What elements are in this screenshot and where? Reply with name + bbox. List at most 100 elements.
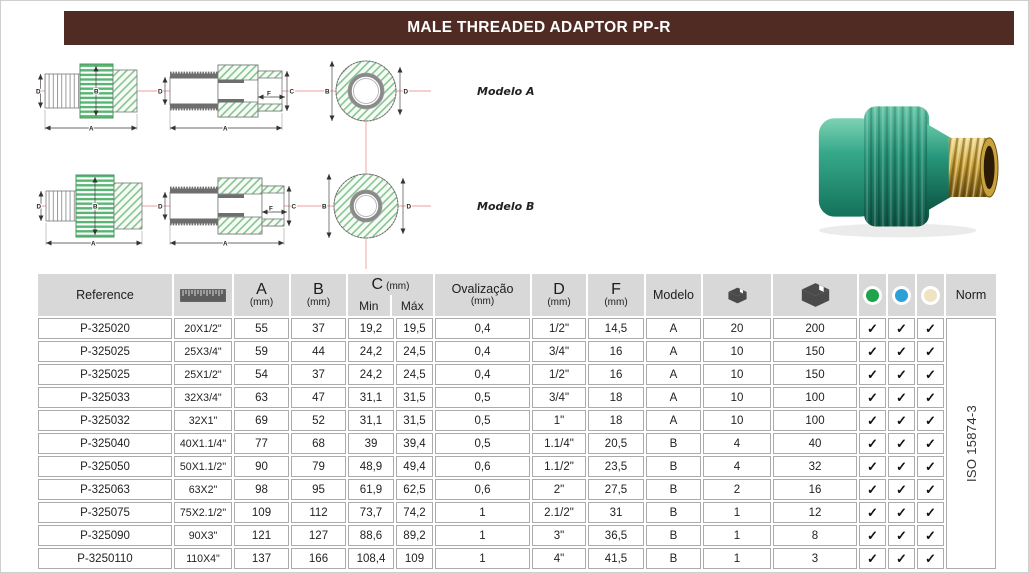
col-header-a: A (mm) [234, 274, 289, 316]
cell-a-mm: 90 [234, 456, 289, 477]
cell-qty-box: 1 [703, 502, 771, 523]
cell-size: 63X2" [174, 479, 232, 500]
cell-d-mm: 1" [532, 410, 586, 431]
cell-c-max: 31,5 [396, 410, 433, 431]
cell-d-mm: 3" [532, 525, 586, 546]
cell-check-cream: ✓ [917, 341, 944, 362]
cell-check-cream: ✓ [917, 456, 944, 477]
cell-b-mm: 37 [291, 318, 346, 339]
cell-size: 25X3/4" [174, 341, 232, 362]
cell-c-min: 31,1 [348, 387, 394, 408]
cell-qty-carton: 12 [773, 502, 857, 523]
cell-check-blue: ✓ [888, 318, 915, 339]
dim-label-b: B [325, 89, 330, 96]
cell-size: 25X1/2" [174, 364, 232, 385]
cell-c-max: 39,4 [396, 433, 433, 454]
cell-reference: P-325050 [38, 456, 172, 477]
cell-c-min: 73,7 [348, 502, 394, 523]
cell-check-green: ✓ [859, 525, 886, 546]
cell-ovalizacao: 0,4 [435, 364, 530, 385]
color-dot-green-icon [866, 288, 879, 302]
cell-f-mm: 14,5 [588, 318, 644, 339]
cell-check-green: ✓ [859, 456, 886, 477]
col-header-modelo-label: Modelo [653, 288, 694, 302]
cell-check-cream: ✓ [917, 548, 944, 569]
cell-d-mm: 1.1/2" [532, 456, 586, 477]
cell-a-mm: 69 [234, 410, 289, 431]
cell-check-blue: ✓ [888, 433, 915, 454]
cell-ovalizacao: 0,5 [435, 387, 530, 408]
model-b-section-view: D C F A [157, 177, 298, 248]
cell-check-cream: ✓ [917, 433, 944, 454]
cell-modelo: A [646, 318, 701, 339]
cell-check-blue: ✓ [888, 502, 915, 523]
col-header-b: B (mm) [291, 274, 346, 316]
cell-qty-box: 10 [703, 341, 771, 362]
cell-b-mm: 47 [291, 387, 346, 408]
cell-size: 75X2.1/2" [174, 502, 232, 523]
col-header-d-letter: D [553, 281, 565, 298]
cell-f-mm: 23,5 [588, 456, 644, 477]
cell-size: 32X1" [174, 410, 232, 431]
model-a-front-view: B D [324, 60, 410, 122]
cell-c-max: 49,4 [396, 456, 433, 477]
cell-reference: P-325032 [38, 410, 172, 431]
dim-label-a: A [223, 240, 228, 247]
norm-value-cell: ISO 15874-3 [946, 318, 996, 569]
cell-f-mm: 31 [588, 502, 644, 523]
col-header-c-max: Máx [389, 295, 434, 316]
cell-d-mm: 3/4" [532, 341, 586, 362]
cell-qty-box: 20 [703, 318, 771, 339]
cell-qty-carton: 3 [773, 548, 857, 569]
cell-ovalizacao: 1 [435, 548, 530, 569]
cell-check-blue: ✓ [888, 410, 915, 431]
cell-modelo: A [646, 341, 701, 362]
title-bar: MALE THREADED ADAPTOR PP-R [64, 11, 1014, 45]
cell-ovalizacao: 0,4 [435, 341, 530, 362]
col-header-b-unit: (mm) [306, 297, 331, 308]
cell-modelo: B [646, 456, 701, 477]
cell-f-mm: 16 [588, 364, 644, 385]
col-header-c: C (mm) Min Máx [348, 274, 433, 316]
col-header-f-letter: F [611, 281, 621, 298]
cell-reference: P-325020 [38, 318, 172, 339]
cell-check-cream: ✓ [917, 318, 944, 339]
cell-size: 50X1.1/2" [174, 456, 232, 477]
spec-table: Reference A (mm) B (mm) [38, 274, 996, 569]
cell-a-mm: 121 [234, 525, 289, 546]
cell-f-mm: 16 [588, 341, 644, 362]
product-photo [818, 106, 999, 238]
col-header-d: D (mm) [532, 274, 586, 316]
dim-label-a: A [223, 125, 228, 132]
cell-check-cream: ✓ [917, 387, 944, 408]
cell-d-mm: 2" [532, 479, 586, 500]
cell-a-mm: 77 [234, 433, 289, 454]
dim-label-d: D [158, 204, 163, 211]
cell-f-mm: 18 [588, 387, 644, 408]
cell-reference: P-325040 [38, 433, 172, 454]
cell-c-max: 62,5 [396, 479, 433, 500]
col-header-color-green [859, 274, 886, 316]
col-header-norm-label: Norm [955, 288, 987, 302]
cell-reference: P-325033 [38, 387, 172, 408]
cell-size: 20X1/2" [174, 318, 232, 339]
cell-check-green: ✓ [859, 548, 886, 569]
cell-ovalizacao: 0,6 [435, 456, 530, 477]
cell-qty-carton: 8 [773, 525, 857, 546]
cell-qty-box: 10 [703, 410, 771, 431]
cell-d-mm: 4" [532, 548, 586, 569]
cell-size: 110X4" [174, 548, 232, 569]
dim-label-c: C [290, 89, 295, 96]
box-carton-icon [801, 283, 829, 307]
cell-modelo: A [646, 410, 701, 431]
cell-c-min: 48,9 [348, 456, 394, 477]
cell-d-mm: 1/2" [532, 364, 586, 385]
cell-modelo: B [646, 548, 701, 569]
cell-reference: P-325025 [38, 364, 172, 385]
cell-qty-carton: 150 [773, 341, 857, 362]
ruler-icon [180, 288, 226, 302]
cell-f-mm: 20,5 [588, 433, 644, 454]
cell-check-blue: ✓ [888, 364, 915, 385]
cell-qty-carton: 100 [773, 410, 857, 431]
cell-a-mm: 98 [234, 479, 289, 500]
